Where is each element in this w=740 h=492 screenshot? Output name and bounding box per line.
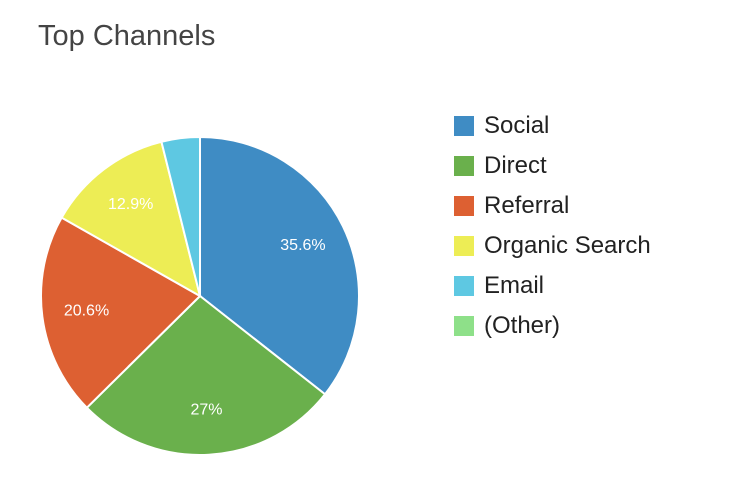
slice-label-organic-search: 12.9% (108, 196, 153, 213)
legend-label: Referral (484, 192, 570, 219)
legend-swatch (454, 236, 474, 256)
slice-label-direct: 27% (190, 402, 222, 419)
legend-item-referral[interactable]: Referral (454, 186, 651, 226)
legend-label: Email (484, 272, 545, 299)
chart-legend: Social Direct Referral Organic Search Email (… (454, 106, 651, 346)
pie-chart: 35.6% 27% 20.6% 12.9% (40, 135, 360, 456)
legend-swatch (454, 156, 474, 176)
legend-item-direct[interactable]: Direct (454, 146, 651, 186)
chart-title: Top Channels (38, 20, 216, 52)
legend-swatch (454, 276, 474, 296)
slice-label-social: 35.6% (280, 237, 325, 254)
legend-item-other[interactable]: (Other) (454, 306, 651, 346)
legend-item-email[interactable]: Email (454, 266, 651, 306)
legend-swatch (454, 196, 474, 216)
pie-slice-email[interactable] (160, 135, 201, 297)
legend-item-organic-search[interactable]: Organic Search (454, 226, 651, 266)
legend-label: (Other) (484, 312, 561, 339)
legend-label: Social (484, 112, 550, 139)
pie-slice-organic-search[interactable] (60, 140, 202, 299)
slice-label-referral: 20.6% (64, 302, 109, 319)
legend-swatch (454, 316, 474, 336)
legend-item-social[interactable]: Social (454, 106, 651, 146)
legend-label: Organic Search (484, 232, 651, 259)
pie-slice-direct[interactable] (85, 294, 327, 456)
pie-slice-social[interactable] (199, 135, 360, 396)
pie-slice-referral[interactable] (40, 216, 202, 410)
legend-label: Direct (484, 152, 547, 179)
legend-swatch (454, 116, 474, 136)
